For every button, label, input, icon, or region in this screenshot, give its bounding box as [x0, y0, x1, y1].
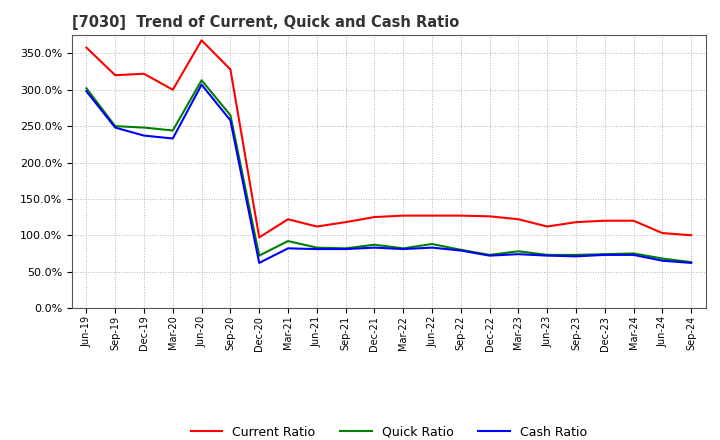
Cash Ratio	[82, 88, 91, 94]
Quick Ratio	[370, 242, 379, 247]
Quick Ratio	[687, 260, 696, 265]
Quick Ratio	[600, 252, 609, 257]
Cash Ratio	[255, 260, 264, 265]
Quick Ratio	[456, 247, 465, 253]
Cash Ratio	[197, 82, 206, 87]
Current Ratio	[428, 213, 436, 218]
Cash Ratio	[399, 246, 408, 252]
Quick Ratio	[82, 86, 91, 91]
Quick Ratio	[168, 128, 177, 133]
Cash Ratio	[629, 252, 638, 257]
Current Ratio	[658, 231, 667, 236]
Quick Ratio	[111, 124, 120, 129]
Current Ratio	[197, 38, 206, 43]
Quick Ratio	[572, 252, 580, 257]
Current Ratio	[687, 233, 696, 238]
Current Ratio	[485, 214, 494, 219]
Cash Ratio	[658, 258, 667, 264]
Cash Ratio	[111, 125, 120, 130]
Cash Ratio	[600, 252, 609, 257]
Current Ratio	[284, 216, 292, 222]
Line: Quick Ratio: Quick Ratio	[86, 81, 691, 262]
Cash Ratio	[284, 246, 292, 251]
Quick Ratio	[226, 113, 235, 118]
Text: [7030]  Trend of Current, Quick and Cash Ratio: [7030] Trend of Current, Quick and Cash …	[72, 15, 459, 30]
Current Ratio	[514, 216, 523, 222]
Current Ratio	[82, 45, 91, 50]
Current Ratio	[543, 224, 552, 229]
Quick Ratio	[140, 125, 148, 130]
Line: Cash Ratio: Cash Ratio	[86, 84, 691, 263]
Current Ratio	[168, 87, 177, 92]
Quick Ratio	[485, 252, 494, 257]
Current Ratio	[312, 224, 321, 229]
Current Ratio	[226, 67, 235, 72]
Cash Ratio	[485, 253, 494, 258]
Cash Ratio	[312, 246, 321, 252]
Quick Ratio	[629, 251, 638, 256]
Quick Ratio	[197, 78, 206, 83]
Cash Ratio	[543, 253, 552, 258]
Current Ratio	[370, 214, 379, 220]
Cash Ratio	[168, 136, 177, 141]
Quick Ratio	[255, 253, 264, 258]
Current Ratio	[341, 220, 350, 225]
Current Ratio	[140, 71, 148, 77]
Cash Ratio	[514, 252, 523, 257]
Current Ratio	[399, 213, 408, 218]
Cash Ratio	[226, 117, 235, 123]
Quick Ratio	[543, 252, 552, 257]
Current Ratio	[629, 218, 638, 224]
Current Ratio	[255, 235, 264, 240]
Quick Ratio	[341, 246, 350, 251]
Cash Ratio	[341, 246, 350, 252]
Cash Ratio	[572, 254, 580, 259]
Quick Ratio	[428, 242, 436, 247]
Quick Ratio	[399, 246, 408, 251]
Cash Ratio	[140, 133, 148, 138]
Current Ratio	[456, 213, 465, 218]
Cash Ratio	[370, 245, 379, 250]
Quick Ratio	[284, 238, 292, 244]
Quick Ratio	[514, 249, 523, 254]
Cash Ratio	[687, 260, 696, 265]
Legend: Current Ratio, Quick Ratio, Cash Ratio: Current Ratio, Quick Ratio, Cash Ratio	[186, 421, 592, 440]
Current Ratio	[600, 218, 609, 224]
Cash Ratio	[428, 245, 436, 250]
Current Ratio	[572, 220, 580, 225]
Quick Ratio	[658, 256, 667, 261]
Current Ratio	[111, 73, 120, 78]
Quick Ratio	[312, 245, 321, 250]
Cash Ratio	[456, 248, 465, 253]
Line: Current Ratio: Current Ratio	[86, 40, 691, 238]
